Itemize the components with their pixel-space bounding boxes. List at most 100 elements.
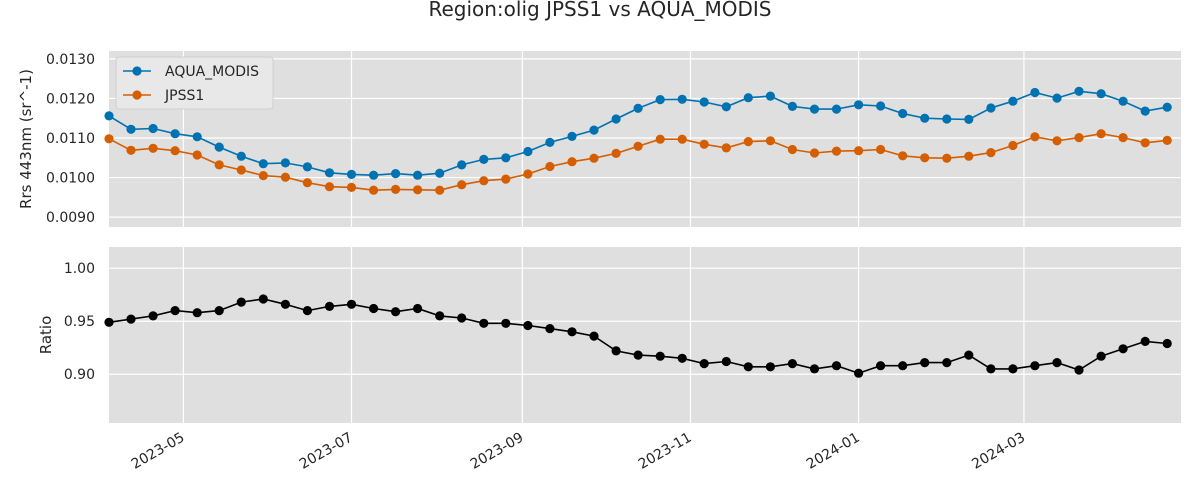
top-point-aqua-modis (567, 131, 577, 141)
bottom-grid (109, 247, 1181, 423)
top-point-jpss1 (413, 185, 423, 195)
top-point-jpss1 (457, 180, 467, 190)
bottom-point-series-0 (765, 362, 776, 372)
top-point-aqua-modis (170, 129, 180, 139)
top-point-aqua-modis (1074, 86, 1084, 96)
bottom-point-series-0 (964, 350, 974, 360)
top-point-aqua-modis (391, 169, 401, 179)
bottom-panel: 0.90 0.95 1.00 Ratio 2023-05 2023-07 2023-09… (37, 247, 1181, 473)
top-point-aqua-modis (280, 158, 290, 168)
top-plot-area (109, 51, 1181, 227)
top-point-aqua-modis (920, 113, 930, 123)
top-point-aqua-modis (324, 168, 335, 178)
bottom-point-series-0 (523, 320, 533, 331)
bottom-point-series-0 (148, 311, 158, 321)
top-point-aqua-modis (589, 125, 599, 135)
top-point-jpss1 (589, 153, 599, 163)
top-point-aqua-modis (765, 91, 776, 101)
top-point-jpss1 (1074, 133, 1084, 143)
top-point-jpss1 (567, 157, 577, 167)
bottom-point-series-0 (898, 361, 908, 371)
top-point-aqua-modis (964, 114, 974, 124)
bottom-point-series-0 (1096, 351, 1106, 361)
bottom-point-series-0 (126, 314, 136, 324)
top-point-aqua-modis (523, 146, 533, 157)
bottom-point-series-0 (567, 327, 577, 337)
top-point-jpss1 (1052, 136, 1062, 146)
bottom-point-series-0 (787, 359, 798, 369)
top-point-aqua-modis (1030, 87, 1040, 98)
bottom-point-series-0 (1162, 338, 1172, 349)
top-y-tick-label: 0.0100 (46, 171, 95, 187)
top-point-jpss1 (831, 146, 842, 156)
top-point-aqua-modis (435, 168, 445, 178)
bottom-point-series-0 (346, 299, 357, 309)
top-point-jpss1 (324, 182, 335, 192)
top-point-jpss1 (1008, 140, 1018, 151)
top-point-aqua-modis (809, 104, 820, 114)
bottom-point-series-0 (655, 351, 665, 361)
top-point-jpss1 (611, 148, 621, 158)
top-point-aqua-modis (501, 153, 511, 163)
top-y-tick-label: 0.0120 (46, 91, 95, 107)
top-point-jpss1 (435, 185, 445, 195)
top-point-aqua-modis (721, 102, 731, 112)
top-point-jpss1 (302, 178, 312, 188)
top-point-jpss1 (677, 134, 687, 144)
top-y-tick-label: 0.0130 (46, 52, 95, 68)
bottom-point-series-0 (1052, 358, 1062, 368)
bottom-point-series-0 (1030, 361, 1040, 371)
bottom-point-series-0 (876, 361, 886, 371)
top-point-aqua-modis (1118, 96, 1128, 106)
bottom-point-series-0 (1140, 336, 1150, 346)
top-point-aqua-modis (1096, 89, 1106, 99)
top-point-jpss1 (258, 171, 268, 181)
top-point-jpss1 (809, 148, 820, 158)
top-y-axis-label: Rrs 443nm (sr^-1) (17, 69, 35, 209)
bottom-point-series-0 (302, 306, 312, 316)
bottom-point-series-0 (633, 350, 643, 360)
top-point-aqua-modis (876, 101, 886, 111)
top-point-jpss1 (1118, 133, 1128, 143)
bottom-point-series-0 (435, 311, 445, 321)
top-point-aqua-modis (986, 103, 996, 113)
top-point-aqua-modis (545, 137, 555, 147)
legend-label-aqua-modis: AQUA_MODIS (165, 64, 259, 80)
bottom-point-series-0 (413, 303, 423, 314)
top-point-aqua-modis (192, 132, 202, 142)
top-point-jpss1 (280, 172, 290, 182)
bottom-point-series-0 (391, 307, 401, 317)
bottom-point-series-0 (920, 358, 930, 368)
top-point-aqua-modis (942, 114, 952, 124)
top-point-jpss1 (920, 153, 930, 163)
x-tick-labels: 2023-05 2023-07 2023-09 2023-11 2024-01 2024-… (129, 430, 1028, 473)
bottom-point-series-0 (104, 317, 114, 327)
top-point-aqua-modis (743, 93, 753, 103)
bottom-point-series-0 (589, 331, 599, 341)
top-point-aqua-modis (1008, 96, 1018, 106)
bottom-point-series-0 (1008, 364, 1018, 374)
top-point-jpss1 (942, 153, 952, 163)
top-point-aqua-modis (831, 104, 842, 114)
bottom-y-tick-label: 0.90 (64, 367, 95, 383)
x-tick-label: 2023-09 (468, 430, 527, 473)
top-point-aqua-modis (126, 124, 136, 134)
top-point-jpss1 (743, 137, 753, 147)
bottom-point-series-0 (1074, 365, 1084, 375)
top-series-group (104, 86, 1172, 195)
top-point-aqua-modis (413, 170, 423, 180)
bottom-point-series-0 (545, 324, 555, 334)
bottom-point-series-0 (479, 318, 489, 328)
top-point-aqua-modis (898, 108, 908, 119)
bottom-y-tick-label: 1.00 (64, 261, 95, 277)
top-point-aqua-modis (699, 97, 709, 107)
x-tick-label: 2024-03 (969, 430, 1028, 473)
top-point-aqua-modis (633, 103, 643, 113)
bottom-point-series-0 (809, 364, 820, 374)
top-point-jpss1 (126, 145, 136, 155)
top-point-jpss1 (787, 144, 798, 155)
top-point-jpss1 (854, 146, 864, 156)
top-point-aqua-modis (677, 94, 687, 104)
top-point-jpss1 (699, 139, 709, 149)
